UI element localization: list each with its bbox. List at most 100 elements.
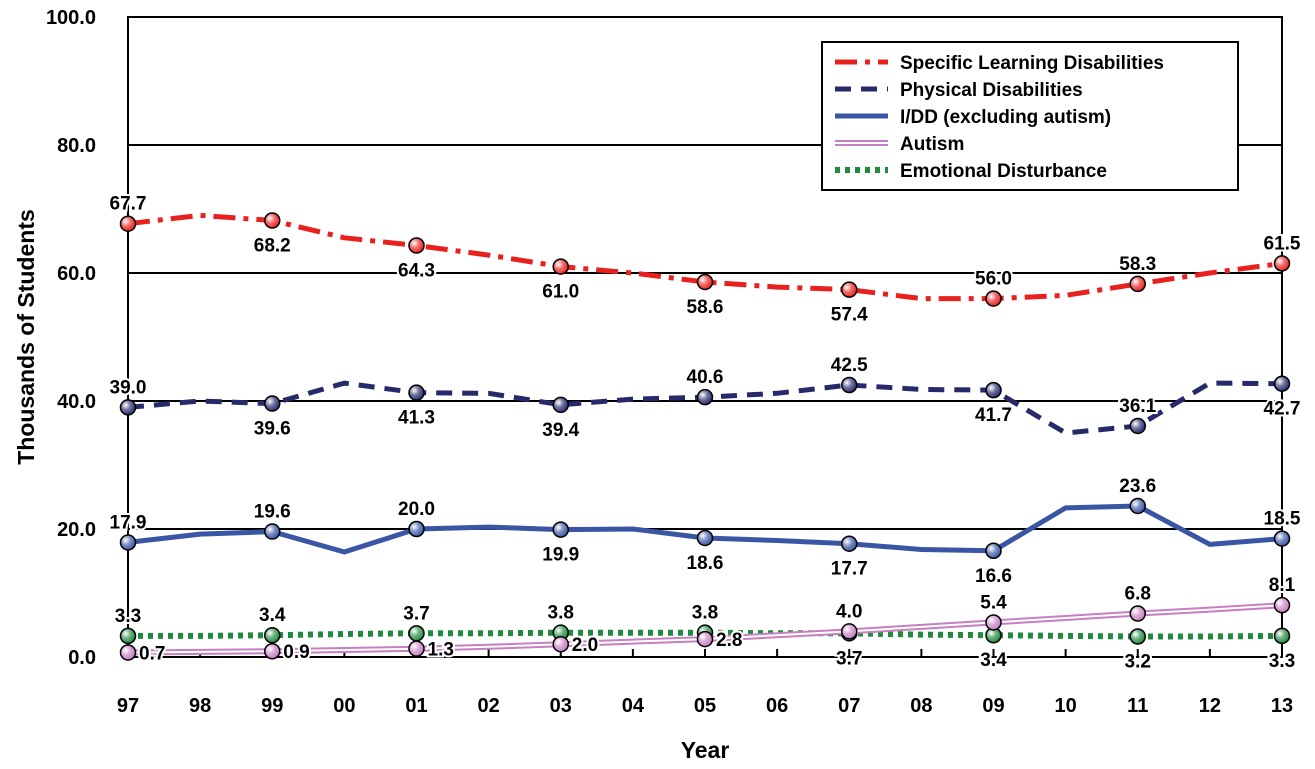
series-1 [119, 375, 1291, 436]
data-label: 42.7 [1264, 399, 1301, 420]
data-label: 40.6 [687, 367, 724, 388]
y-tick-label: 20.0 [57, 519, 96, 541]
data-point [119, 215, 137, 232]
data-point [552, 521, 569, 538]
data-point [841, 376, 858, 394]
data-label: 56.0 [975, 269, 1012, 290]
data-point [696, 630, 714, 648]
data-point [552, 635, 569, 653]
data-label: 3.3 [1269, 651, 1295, 672]
legend-label: Physical Disabilities [900, 80, 1083, 101]
grid-lines [128, 144, 1282, 530]
data-label: 23.6 [1119, 476, 1156, 497]
x-tick-label: 11 [1127, 695, 1148, 717]
data-point [1129, 275, 1146, 293]
data-label: 58.3 [1119, 254, 1156, 275]
data-label: 20.0 [398, 499, 435, 520]
data-point [1273, 596, 1291, 614]
data-label: 3.7 [836, 648, 862, 669]
legend-entry: Emotional Disturbance [835, 161, 1107, 182]
legend-entry: I/DD (excluding autism) [835, 107, 1111, 128]
data-point [841, 535, 858, 552]
legend-label: I/DD (excluding autism) [900, 107, 1111, 128]
data-label: 6.8 [1125, 583, 1151, 604]
y-tick-label: 60.0 [57, 263, 96, 285]
data-point [841, 623, 858, 640]
data-point [264, 626, 281, 644]
data-label: 17.7 [831, 559, 868, 580]
data-label: 42.5 [831, 355, 868, 376]
data-label: 68.2 [254, 236, 291, 257]
data-point [1273, 375, 1291, 392]
data-point [552, 258, 569, 275]
data-point [408, 384, 425, 401]
x-tick-label: 05 [694, 695, 716, 717]
series-0 [119, 212, 1291, 307]
y-tick-label: 40.0 [57, 391, 96, 413]
data-point [264, 523, 281, 540]
data-point [1129, 628, 1146, 645]
data-label: 3.4 [259, 605, 286, 626]
x-tick-label: 08 [910, 695, 932, 717]
y-tick-label: 80.0 [57, 135, 96, 157]
data-point [841, 281, 858, 298]
legend-label: Autism [900, 134, 964, 155]
data-point [408, 625, 425, 642]
y-axis: 0.0 20.0 40.0 60.0 80.0 100.0 [46, 7, 96, 669]
data-label: 2.0 [572, 635, 598, 656]
data-label: 19.6 [254, 502, 291, 523]
y-tick-label: 0.0 [68, 647, 96, 669]
data-point [1129, 497, 1146, 515]
x-tick-label: 99 [261, 695, 283, 717]
series-2 [119, 497, 1291, 560]
data-label: 16.6 [975, 566, 1012, 587]
data-label: 67.7 [110, 194, 147, 215]
data-label: 39.6 [254, 419, 291, 440]
data-point [1273, 255, 1291, 272]
data-label: 41.7 [975, 405, 1012, 426]
x-tick-label: 06 [766, 695, 788, 717]
data-point [696, 388, 714, 406]
x-tick-label: 10 [1055, 695, 1077, 717]
data-label: 61.5 [1264, 233, 1301, 254]
data-label: 3.2 [1125, 652, 1151, 673]
data-point [696, 529, 714, 547]
legend-label: Emotional Disturbance [900, 161, 1107, 182]
data-label: 3.3 [115, 606, 141, 627]
series-3 [119, 596, 1291, 661]
data-point [264, 642, 281, 660]
data-point [985, 290, 1002, 307]
data-point [1273, 627, 1291, 645]
data-point [408, 520, 425, 538]
data-label: 2.8 [716, 630, 742, 651]
data-label: 18.6 [687, 553, 724, 574]
x-axis-title: Year [681, 737, 730, 763]
data-label: 18.5 [1264, 509, 1301, 530]
data-point [119, 534, 137, 551]
data-label: 8.1 [1269, 575, 1296, 596]
legend-box [821, 41, 1239, 191]
data-label: 5.4 [980, 592, 1007, 613]
data-point [119, 627, 137, 645]
x-tick-label: 13 [1271, 695, 1293, 717]
data-point [408, 640, 425, 657]
data-label: 3.4 [980, 650, 1007, 671]
y-axis-title: Thousands of Students [13, 209, 39, 465]
data-label: 64.3 [398, 260, 435, 281]
data-label: 36.1 [1119, 396, 1156, 417]
data-point [1273, 530, 1291, 547]
data-label: 17.9 [110, 512, 147, 533]
series-layer [119, 212, 1291, 661]
data-label: 3.8 [692, 603, 718, 624]
x-tick-label: 02 [478, 695, 500, 717]
data-point [1129, 605, 1146, 622]
x-tick-label: 12 [1199, 695, 1221, 717]
data-label: 0.9 [283, 642, 309, 663]
x-axis: 97 98 99 00 01 02 03 04 05 06 07 08 09 10 11 12 13 [117, 649, 1293, 717]
data-label: 57.4 [831, 305, 868, 326]
data-point [696, 273, 714, 291]
legend-entry: Specific Learning Disabilities [835, 53, 1164, 74]
data-point [119, 644, 137, 661]
legend-label: Specific Learning Disabilities [900, 53, 1164, 74]
